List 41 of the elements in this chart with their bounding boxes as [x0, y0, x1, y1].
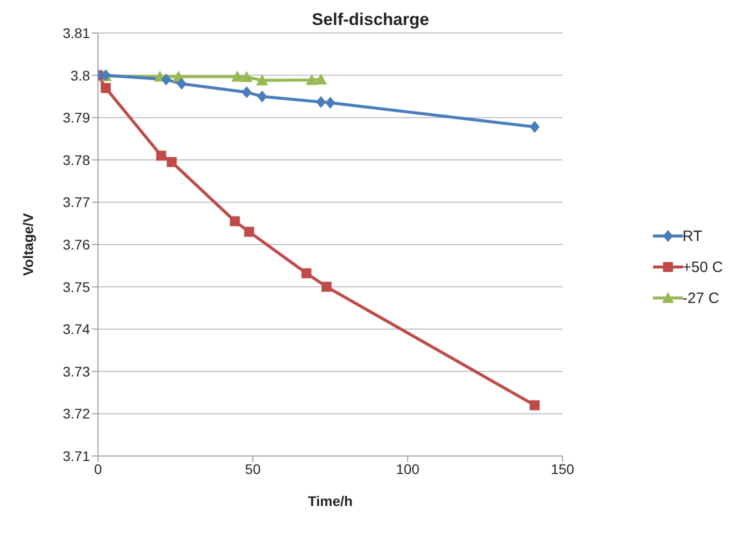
point	[240, 70, 253, 82]
point	[161, 74, 172, 86]
point	[322, 282, 332, 292]
y-tick-label: 3.74	[62, 321, 90, 338]
point	[325, 96, 336, 109]
y-tick-label: 3.76	[62, 236, 90, 252]
legend-label: RT	[682, 228, 702, 244]
y-tick-label: 3.75	[62, 278, 90, 295]
point	[530, 120, 540, 133]
y-tick-label: 3.73	[62, 363, 90, 380]
y-tick-label: 3.79	[62, 110, 90, 126]
y-tick-label: 3.71	[62, 448, 90, 464]
point	[306, 74, 318, 85]
point	[242, 86, 252, 98]
y-axis-title: Voltage/V	[20, 212, 36, 276]
x-tick-label: 150	[550, 460, 574, 477]
point	[176, 78, 187, 90]
point	[316, 96, 326, 108]
point	[231, 70, 244, 82]
y-tick-label: 3.81	[62, 24, 90, 41]
x-tick-label: 50	[245, 460, 261, 477]
x-axis-title: Time/h	[308, 493, 353, 509]
point	[257, 90, 268, 102]
point	[256, 74, 268, 86]
legend-label: +50 C	[682, 258, 723, 276]
point	[166, 157, 177, 168]
y-tick-label: 3.8	[70, 67, 90, 84]
chart-title: Self-discharge	[312, 10, 430, 29]
point	[156, 150, 166, 161]
point	[530, 400, 540, 410]
point	[244, 226, 254, 237]
x-tick-label: 100	[396, 460, 420, 477]
point	[230, 216, 240, 226]
legend-label: -27 C	[682, 290, 720, 306]
point	[314, 74, 327, 85]
point	[301, 268, 312, 278]
y-tick-label: 3.78	[62, 152, 90, 168]
point	[100, 82, 111, 93]
y-tick-label: 3.72	[62, 406, 90, 422]
x-tick-label: 0	[94, 460, 102, 477]
y-tick-label: 3.77	[62, 194, 90, 210]
